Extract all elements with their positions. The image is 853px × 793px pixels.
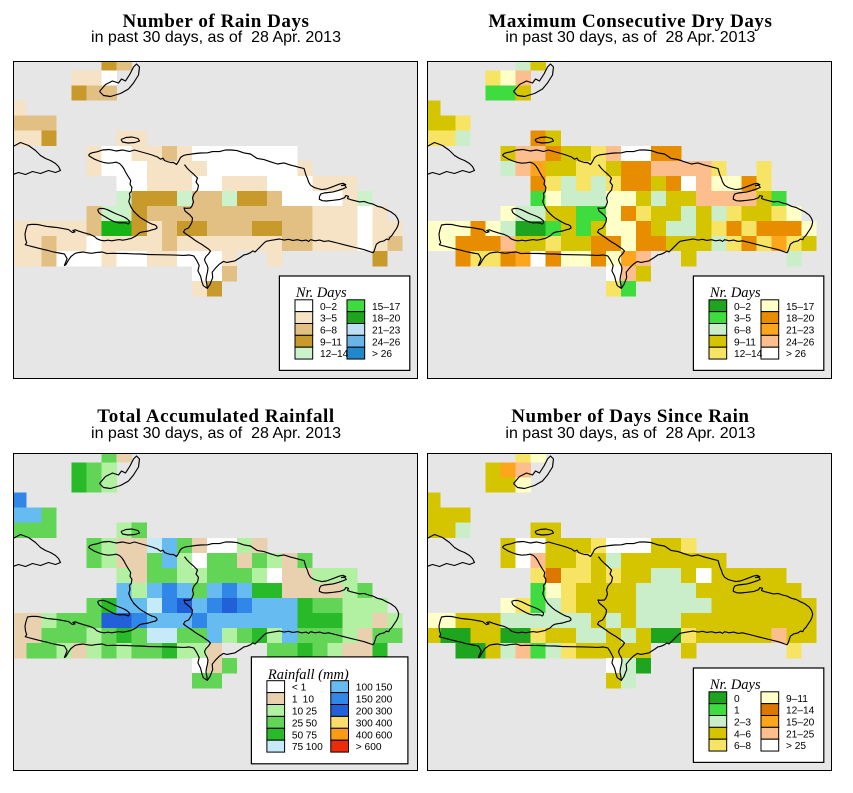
svg-text:10 25: 10 25	[292, 706, 318, 717]
svg-text:18–20: 18–20	[372, 313, 401, 324]
svg-text:200 300: 200 300	[356, 706, 393, 717]
svg-text:21–23: 21–23	[786, 325, 815, 336]
svg-text:6–8: 6–8	[320, 325, 337, 336]
svg-text:12–14: 12–14	[320, 349, 349, 360]
svg-text:12–14: 12–14	[786, 706, 815, 717]
svg-text:150 200: 150 200	[356, 694, 393, 705]
svg-text:24–26: 24–26	[786, 337, 815, 348]
svg-text:> 26: > 26	[372, 349, 392, 360]
svg-text:15–17: 15–17	[372, 302, 401, 313]
svg-text:75 100: 75 100	[292, 742, 323, 753]
svg-text:15–20: 15–20	[786, 717, 815, 728]
svg-text:0: 0	[734, 694, 740, 705]
svg-text:9–11: 9–11	[320, 337, 342, 348]
svg-text:> 600: > 600	[356, 742, 382, 753]
svg-text:3–5: 3–5	[320, 313, 337, 324]
svg-text:24–26: 24–26	[372, 337, 401, 348]
svg-text:18–20: 18–20	[786, 313, 815, 324]
svg-text:21–23: 21–23	[372, 325, 401, 336]
svg-text:1: 1	[734, 706, 740, 717]
svg-text:9–11: 9–11	[786, 694, 808, 705]
svg-text:400 600: 400 600	[356, 730, 393, 741]
svg-text:Rainfall (mm): Rainfall (mm)	[267, 667, 349, 683]
svg-text:Nr. Days: Nr. Days	[709, 677, 761, 693]
svg-text:25 50: 25 50	[292, 718, 318, 729]
svg-text:300 400: 300 400	[356, 718, 393, 729]
svg-text:> 26: > 26	[786, 349, 806, 360]
svg-text:3–5: 3–5	[734, 313, 751, 324]
svg-text:0–2: 0–2	[320, 302, 337, 313]
svg-text:2–3: 2–3	[734, 717, 751, 728]
svg-text:< 1: < 1	[292, 683, 307, 694]
svg-text:50 75: 50 75	[292, 730, 318, 741]
svg-text:0–2: 0–2	[734, 302, 751, 313]
svg-text:100 150: 100 150	[356, 683, 393, 694]
svg-text:21–25: 21–25	[786, 729, 815, 740]
svg-text:4–6: 4–6	[734, 729, 751, 740]
svg-text:6–8: 6–8	[734, 325, 751, 336]
svg-text:12–14: 12–14	[734, 349, 763, 360]
svg-text:1 10: 1 10	[292, 694, 314, 705]
svg-text:15–17: 15–17	[786, 302, 815, 313]
svg-text:9–11: 9–11	[734, 337, 756, 348]
svg-text:Nr. Days: Nr. Days	[709, 285, 761, 301]
svg-text:Nr. Days: Nr. Days	[295, 285, 347, 301]
svg-text:6–8: 6–8	[734, 741, 751, 752]
svg-text:> 25: > 25	[786, 741, 806, 752]
